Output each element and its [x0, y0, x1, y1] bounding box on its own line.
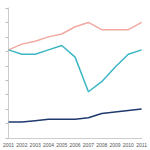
svg-text:2004: 2004: [43, 142, 54, 148]
svg-text:2006: 2006: [70, 142, 81, 148]
svg-text:2003: 2003: [30, 142, 41, 148]
svg-text:2009: 2009: [109, 142, 120, 148]
svg-text:2001: 2001: [3, 142, 14, 148]
svg-text:2011: 2011: [136, 142, 147, 148]
svg-text:2002: 2002: [16, 142, 27, 148]
svg-text:2008: 2008: [96, 142, 107, 148]
svg-text:2010: 2010: [123, 142, 134, 148]
svg-text:2007: 2007: [83, 142, 94, 148]
svg-text:2005: 2005: [56, 142, 67, 148]
